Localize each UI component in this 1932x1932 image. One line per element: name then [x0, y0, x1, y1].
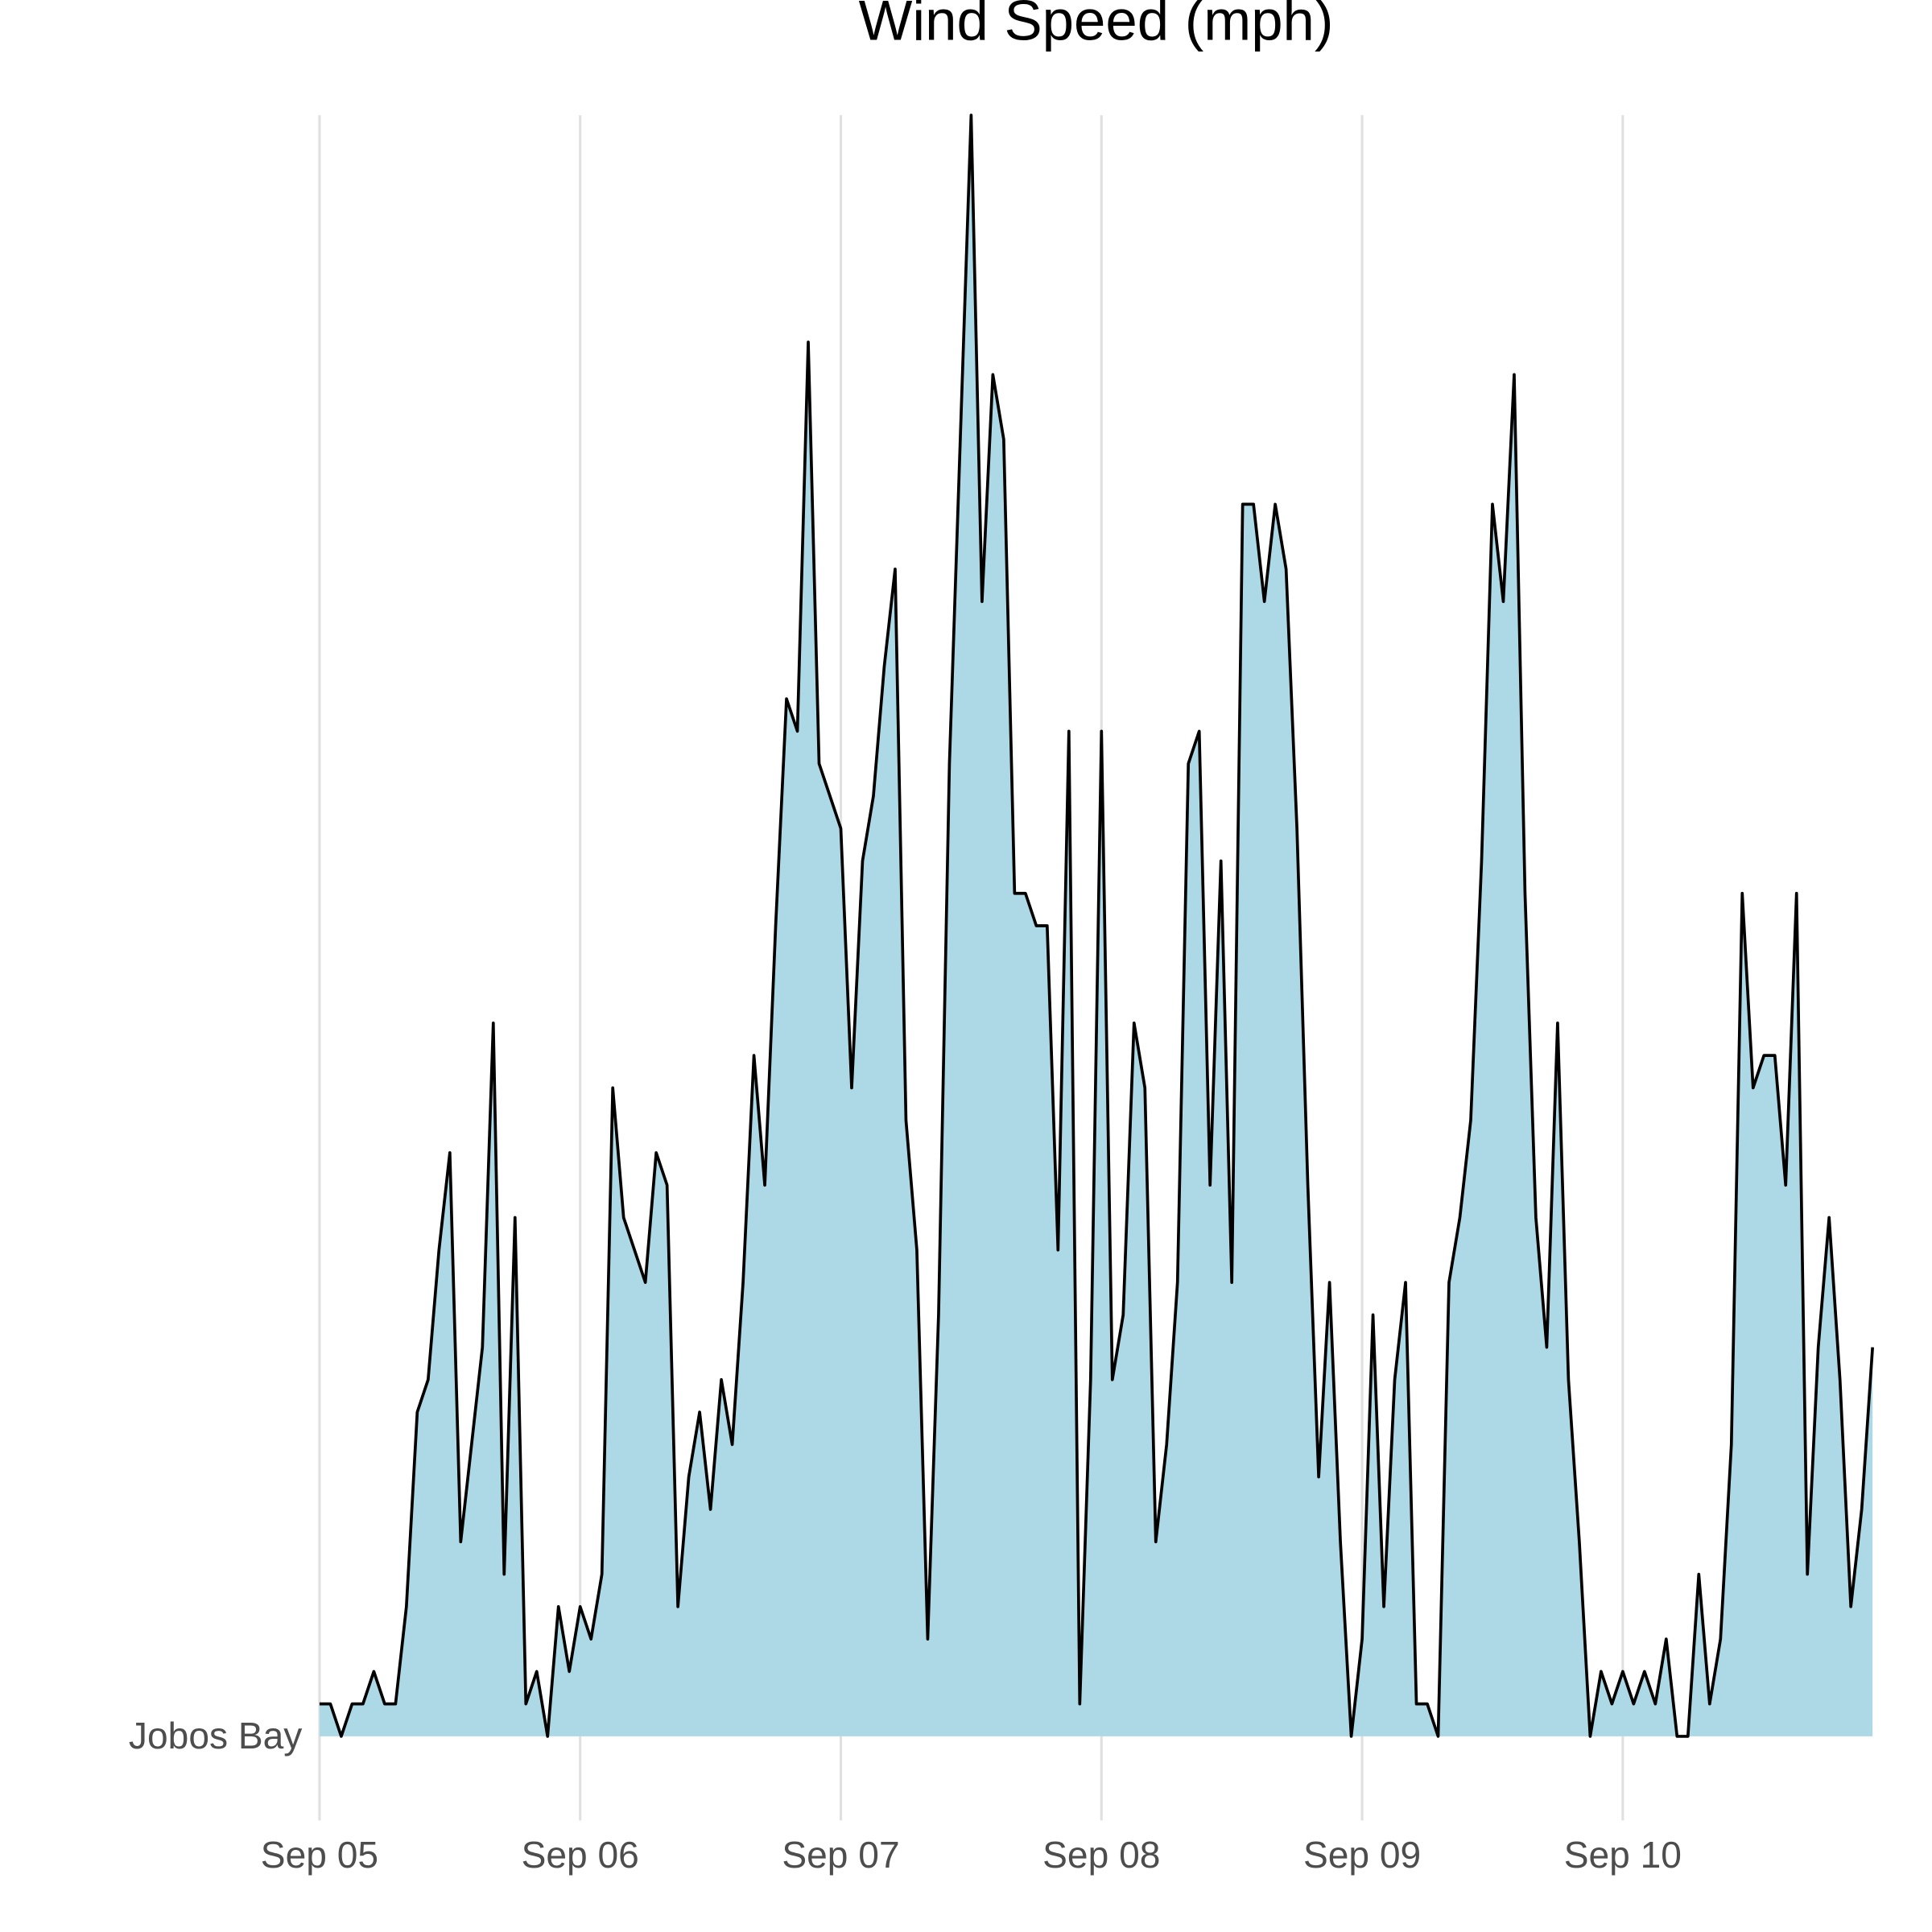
- x-tick-label: Sep 09: [1303, 1834, 1421, 1876]
- ridge-area: [319, 115, 1873, 1736]
- x-tick-label: Sep 10: [1564, 1834, 1682, 1876]
- x-tick-label: Sep 08: [1042, 1834, 1160, 1876]
- chart-title: Wind Speed (mph): [859, 0, 1334, 52]
- ridge-line: [319, 114, 1874, 1738]
- x-tick-label: Sep 06: [522, 1834, 639, 1876]
- x-tick-label: Sep 07: [782, 1834, 899, 1876]
- x-tick-label: Sep 05: [261, 1834, 378, 1876]
- y-category-label: Jobos Bay: [129, 1715, 302, 1757]
